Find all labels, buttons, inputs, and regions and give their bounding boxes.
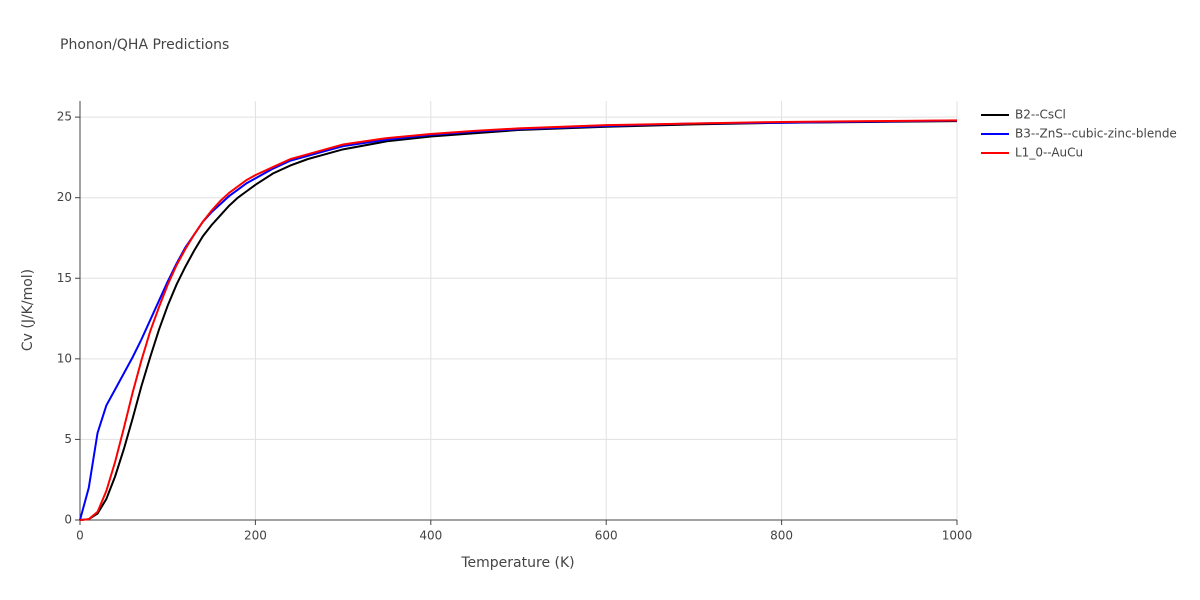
x-tick-label: 0 bbox=[76, 529, 84, 543]
line-series bbox=[79, 119, 958, 521]
y-axis-label: Cv (J/K/mol) bbox=[20, 269, 36, 351]
x-tick-label: 400 bbox=[419, 529, 442, 543]
y-tick-label: 10 bbox=[57, 351, 72, 365]
x-tick-label: 200 bbox=[244, 529, 267, 543]
x-axis-label: Temperature (K) bbox=[460, 555, 574, 571]
x-tick-label: 800 bbox=[770, 529, 793, 543]
x-tick-label: 1000 bbox=[942, 529, 973, 543]
x-tick-label: 600 bbox=[595, 529, 618, 543]
y-tick-label: 25 bbox=[57, 110, 72, 124]
y-tick-label: 15 bbox=[57, 271, 72, 285]
y-tick-label: 5 bbox=[64, 432, 72, 446]
chart-title: Phonon/QHA Predictions bbox=[60, 37, 229, 53]
legend-label: B2--CsCl bbox=[1015, 108, 1066, 122]
line-series bbox=[79, 120, 958, 521]
legend-label: L1_0--AuCu bbox=[1015, 146, 1083, 160]
legend-label: B3--ZnS--cubic-zinc-blende bbox=[1015, 127, 1177, 141]
line-series bbox=[79, 119, 958, 521]
y-tick-label: 20 bbox=[57, 190, 72, 204]
y-tick-label: 0 bbox=[64, 513, 72, 527]
